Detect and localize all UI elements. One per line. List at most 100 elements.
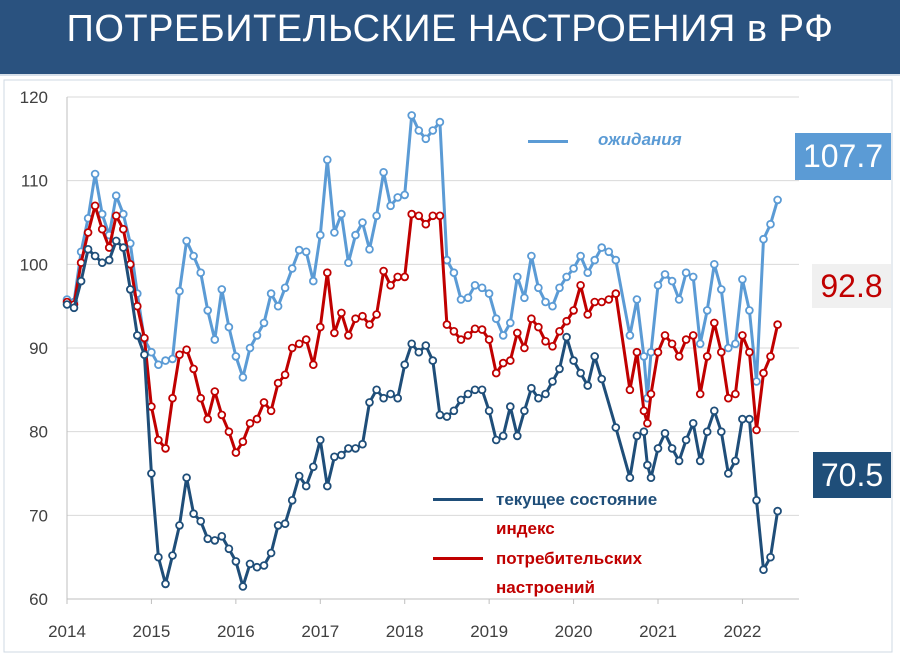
data-point — [576, 368, 585, 378]
x-tick-label: 2015 — [133, 622, 171, 641]
data-point — [498, 331, 508, 340]
data-point — [695, 456, 705, 466]
data-point — [632, 347, 642, 357]
data-point — [266, 548, 276, 558]
data-point — [590, 255, 599, 265]
data-point — [498, 358, 508, 368]
data-point — [344, 444, 353, 453]
series-1 — [62, 201, 782, 457]
latest-index-badge: 92.8 — [812, 264, 891, 308]
data-point — [414, 211, 424, 221]
data-point — [217, 531, 227, 541]
data-point — [182, 473, 191, 483]
data-point — [449, 326, 459, 336]
data-point — [731, 389, 740, 399]
data-point — [709, 318, 719, 328]
series-line — [66, 204, 780, 455]
data-point — [569, 356, 578, 365]
data-point — [512, 431, 522, 441]
data-point — [231, 557, 241, 566]
data-point — [161, 579, 170, 589]
data-point — [752, 495, 761, 505]
data-point — [421, 219, 431, 229]
data-point — [653, 444, 663, 453]
data-point — [646, 473, 656, 483]
data-point — [301, 335, 311, 344]
data-point — [393, 272, 403, 282]
data-point — [210, 536, 220, 545]
data-point — [315, 322, 325, 332]
data-point — [62, 300, 72, 309]
title-bar: ПОТРЕБИТЕЛЬСКИЕ НАСТРОЕНИЯ в РФ — [0, 0, 900, 76]
data-point — [534, 393, 543, 403]
data-point — [766, 552, 775, 562]
data-point — [301, 247, 311, 257]
data-point — [470, 324, 480, 334]
data-point — [168, 354, 177, 364]
data-point — [259, 318, 269, 328]
data-point — [196, 268, 206, 278]
x-tick-label: 2022 — [724, 622, 762, 641]
data-point — [555, 283, 564, 293]
y-tick-label: 120 — [20, 88, 48, 107]
data-point — [189, 364, 198, 374]
data-point — [379, 266, 388, 276]
data-point — [322, 481, 332, 491]
data-point — [449, 406, 459, 416]
data-point — [723, 469, 733, 478]
data-point — [189, 251, 198, 261]
data-point — [196, 516, 206, 526]
data-point — [351, 444, 360, 453]
data-point — [766, 352, 775, 361]
data-point — [372, 310, 381, 319]
data-point — [182, 236, 191, 246]
data-point — [752, 377, 761, 386]
data-point — [161, 356, 170, 365]
data-point — [133, 301, 142, 311]
data-point — [372, 385, 381, 395]
data-point — [505, 318, 515, 328]
data-point — [294, 245, 304, 255]
x-tick-label: 2019 — [470, 622, 508, 641]
data-point — [372, 211, 381, 221]
data-point — [555, 326, 564, 336]
data-point — [583, 268, 592, 278]
data-point — [238, 582, 248, 591]
data-point — [238, 372, 248, 382]
data-point — [463, 293, 473, 303]
data-point — [358, 218, 367, 227]
data-point — [709, 259, 719, 269]
data-point — [491, 435, 501, 445]
data-point — [238, 437, 248, 447]
data-point — [695, 339, 705, 349]
y-tick-label: 70 — [29, 506, 48, 525]
data-point — [520, 343, 529, 353]
data-point — [548, 377, 557, 386]
data-point — [653, 280, 663, 290]
data-point — [322, 155, 332, 165]
data-point — [421, 134, 431, 144]
data-point — [322, 268, 332, 278]
data-point — [393, 393, 403, 403]
data-point — [716, 285, 726, 294]
data-point — [119, 224, 128, 234]
legend-swatch-expectations — [528, 140, 568, 143]
data-point — [97, 258, 107, 268]
data-point — [660, 428, 670, 438]
data-point — [723, 343, 733, 353]
data-point — [287, 343, 297, 353]
data-point — [660, 331, 670, 340]
data-point — [505, 402, 515, 411]
data-point — [393, 193, 403, 202]
data-point — [463, 389, 473, 399]
data-point — [674, 295, 684, 304]
data-point — [337, 308, 346, 318]
data-point — [280, 283, 290, 293]
data-point — [203, 414, 213, 424]
data-point — [294, 339, 304, 349]
data-point — [477, 385, 487, 395]
data-point — [273, 378, 283, 388]
data-point — [414, 126, 424, 135]
data-point — [667, 276, 677, 286]
data-point — [344, 258, 353, 268]
